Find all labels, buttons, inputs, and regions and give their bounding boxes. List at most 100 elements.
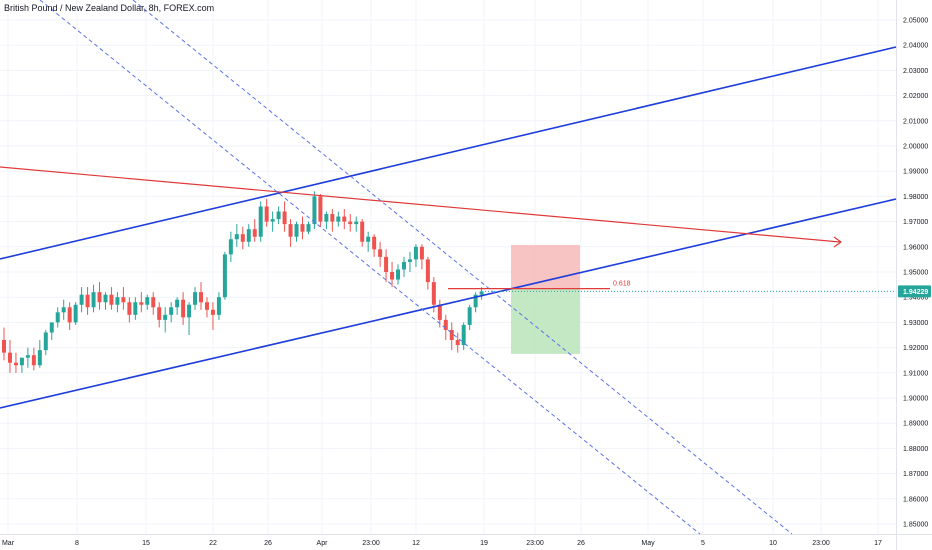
candle-body [97,292,102,303]
time-axis[interactable]: Mar 8 15 22 26 Apr 23:00 12 19 23:00 26 May 5 10 23:00… [2,540,882,547]
candle-body [288,224,293,237]
time-tick-label: 23:00 [526,540,544,547]
candle-body [306,224,311,232]
candle-body [443,319,448,330]
candle-body [282,211,287,225]
price-tick-label: 1.99000 [903,169,928,176]
price-axis[interactable]: 2.05000 2.04000 2.03000 2.02000 2.01000 2.000… [898,18,931,529]
candle-body [455,340,460,346]
candle-body [348,221,353,225]
candle-body [127,302,132,315]
candle-body [199,292,204,303]
candle-body [246,229,251,242]
candle-body [396,269,401,280]
price-tick-label: 1.85000 [903,522,928,529]
candle-body [324,214,329,222]
candle-body [240,234,245,242]
candle-body [228,239,233,255]
candle-body [401,261,406,270]
price-tick-label: 2.01000 [903,118,928,125]
candle-body [13,362,18,366]
time-tick-label: 22 [209,540,217,547]
candle-body [336,216,341,222]
candle-body [431,282,436,305]
price-tick-label: 1.93000 [903,320,928,327]
candle-body [372,236,377,250]
candle-body [407,259,412,262]
candle-body [234,234,239,240]
channel-upper-line [0,46,897,260]
candle-body [187,304,192,318]
price-tick-label: 1.97000 [903,219,928,226]
candle-body [270,219,275,222]
price-tick-label: 2.05000 [903,18,928,25]
candle-body [133,302,138,315]
candle-body [425,259,430,283]
candle-body [79,294,84,305]
candle-body [384,256,389,272]
candle-body [151,297,156,308]
price-tick-label: 1.90000 [903,396,928,403]
candle-body [139,302,144,305]
time-tick-label: 10 [769,540,777,547]
candle-body [37,350,42,366]
candle-body [294,224,299,237]
price-tick-label: 2.00000 [903,144,928,151]
candle-body [115,297,120,305]
candle-body [103,294,108,303]
time-tick-label: 26 [577,540,585,547]
candle-body [330,214,335,222]
candle-body [157,307,162,320]
time-tick-label: May [641,540,655,547]
dashed-channel-upper [132,0,793,535]
price-tick-label: 1.88000 [903,446,928,453]
stop-loss-zone [511,245,580,289]
fib-level-label: 0.618 [613,281,631,288]
candle-body [276,211,281,220]
time-tick-label: 8 [75,540,79,547]
candle-body [449,329,454,341]
candle-body [31,355,36,366]
dashed-channel-lower [39,0,701,535]
candle-body [222,254,227,298]
price-tick-label: 1.95000 [903,270,928,277]
candlestick-series [2,191,484,373]
candle-body [300,224,305,232]
candle-body [360,221,365,242]
candle-body [121,297,126,303]
time-tick-label: Mar [2,540,15,547]
trend-lines[interactable]: 0.618 [0,0,897,535]
candle-body [193,292,198,305]
candle-body [216,297,221,315]
candle-body [73,304,78,323]
candle-body [175,299,180,308]
time-tick-label: 12 [412,540,420,547]
candle-body [61,307,66,313]
time-tick-label: 19 [480,540,488,547]
candle-body [85,294,90,308]
candle-body [437,304,442,320]
price-tick-label: 1.91000 [903,370,928,377]
candle-body [2,340,6,353]
candle-body [43,332,48,351]
price-tick-label: 1.96000 [903,244,928,251]
candle-body [163,314,168,320]
candle-body [318,196,323,222]
candle-body [461,324,466,346]
price-tick-label: 2.02000 [903,93,928,100]
candle-body [390,272,395,280]
risk-reward-zones[interactable] [511,245,580,354]
candle-body [19,357,24,366]
candle-body [169,307,174,315]
candle-body [479,291,484,295]
candle-body [413,246,418,260]
resistance-arrow-icon [833,236,843,248]
candle-body [342,216,347,222]
time-tick-label: 15 [142,540,150,547]
candle-body [7,352,12,363]
candle-body [252,229,257,237]
candle-body [419,246,424,260]
